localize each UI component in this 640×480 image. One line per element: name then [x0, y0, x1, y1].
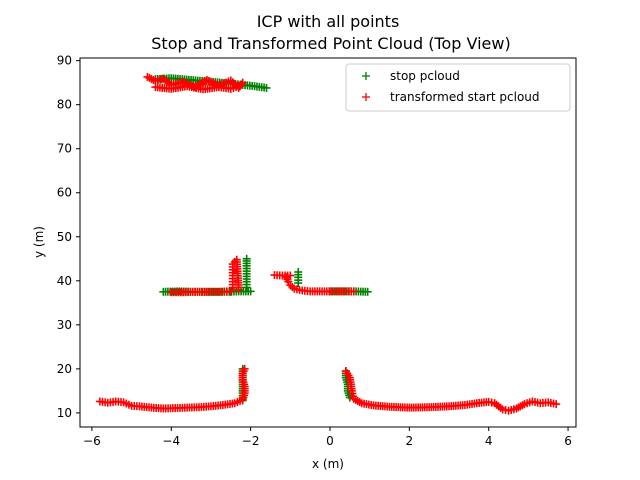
y-tick-label: 10	[57, 406, 72, 420]
y-tick-label: 30	[57, 318, 72, 332]
data-point	[226, 287, 235, 296]
series-stop-pcloud	[151, 74, 372, 405]
y-tick-label: 20	[57, 362, 72, 376]
chart-subtitle: Stop and Transformed Point Cloud (Top Vi…	[151, 34, 510, 53]
data-point	[147, 74, 156, 83]
data-point	[246, 287, 255, 296]
series-segment	[294, 268, 303, 288]
axes-frame	[79, 57, 577, 428]
x-tick-label: −2	[242, 434, 260, 448]
y-tick-label: 70	[57, 142, 72, 156]
series-segment	[341, 367, 561, 415]
legend-marker	[362, 93, 370, 101]
x-tick-label: 4	[485, 434, 493, 448]
data-point	[363, 287, 372, 296]
series-segment	[167, 287, 235, 297]
data-point	[240, 364, 249, 373]
series-segment	[95, 364, 249, 413]
chart-title: ICP with all points	[257, 12, 400, 31]
x-tick-label: −6	[83, 434, 101, 448]
y-tick-label: 50	[57, 230, 72, 244]
x-tick-label: −4	[162, 434, 180, 448]
y-tick-label: 90	[57, 54, 72, 68]
series-transformed-start-pcloud	[95, 72, 561, 415]
y-tick-label: 60	[57, 186, 72, 200]
x-tick-label: 6	[564, 434, 572, 448]
data-point	[552, 400, 561, 409]
x-axis-label: x (m)	[312, 457, 344, 471]
data-point	[242, 254, 251, 263]
legend-label: stop pcloud	[390, 69, 460, 83]
data-point	[262, 83, 271, 92]
y-tick-label: 80	[57, 98, 72, 112]
data-point	[294, 268, 303, 277]
y-axis-label: y (m)	[32, 226, 46, 258]
legend-marker	[362, 72, 370, 80]
plot-area	[95, 72, 561, 415]
series-segment	[228, 255, 243, 294]
series-segment	[151, 82, 243, 94]
x-tick-label: 0	[326, 434, 334, 448]
series-segment	[282, 273, 358, 296]
data-point	[234, 82, 243, 91]
legend-box	[345, 63, 571, 112]
data-point	[234, 285, 243, 294]
series-segment	[242, 254, 251, 292]
legend-label: transformed start pcloud	[390, 90, 540, 104]
y-tick-label: 40	[57, 274, 72, 288]
data-point	[349, 287, 358, 296]
series-segment	[270, 271, 295, 280]
x-axis: −6 −4 −2 0 2 4 6	[83, 427, 572, 448]
y-axis: 10 20 30 40 50 60 70 80 90	[57, 54, 80, 420]
data-point	[238, 78, 247, 87]
x-tick-label: 2	[406, 434, 414, 448]
legend: stop pcloud transformed start pcloud	[345, 63, 571, 112]
